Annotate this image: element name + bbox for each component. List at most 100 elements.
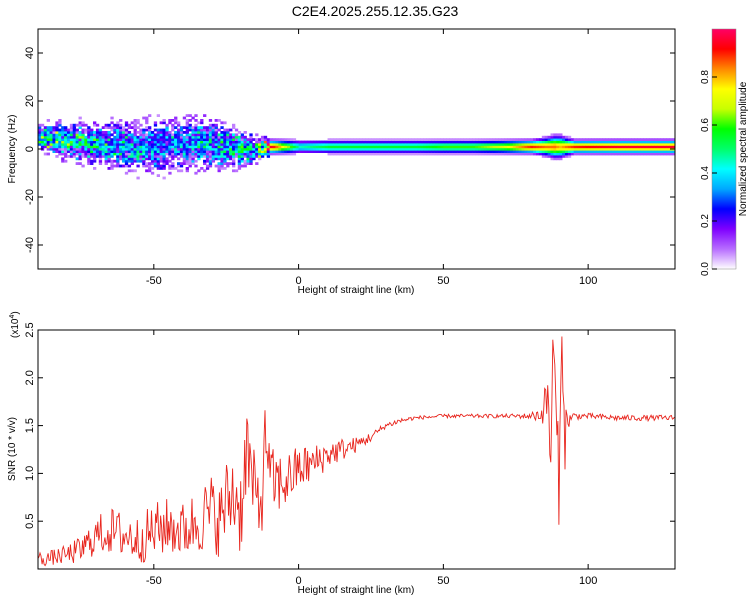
- spectrogram-cell: [585, 145, 589, 149]
- spectrogram-cell: [139, 145, 143, 149]
- spectrogram-cell: [90, 147, 94, 151]
- spectrogram-cell: [619, 152, 624, 156]
- spectrogram-cell: [124, 164, 129, 168]
- spectrogram-cell: [373, 152, 378, 156]
- spectrogram-cell: [249, 145, 253, 149]
- spectrogram-y-tick-label: 40: [24, 47, 36, 59]
- spectrogram-cell: [368, 147, 372, 151]
- spectrogram-cell: [611, 143, 615, 146]
- spectrogram-cell: [466, 152, 470, 156]
- spectrogram-cell: [78, 152, 82, 156]
- spectrogram-cell: [550, 133, 554, 137]
- spectrogram-cell: [564, 152, 569, 156]
- spectrogram-cell: [585, 152, 589, 156]
- spectrogram-cell: [174, 145, 178, 149]
- spectrogram-cell: [205, 131, 210, 134]
- spectrogram-cell: [483, 145, 488, 149]
- spectrogram-cell: [229, 145, 233, 149]
- spectrogram-cell: [72, 123, 77, 127]
- spectrogram-cell: [518, 150, 522, 153]
- spectrogram-cell: [564, 143, 569, 146]
- spectrogram-cell: [124, 121, 129, 125]
- spectrogram-cell: [399, 138, 404, 141]
- spectrogram-cell: [472, 150, 476, 153]
- spectrogram-cell: [78, 116, 82, 120]
- spectrogram-cell: [452, 143, 456, 146]
- spectrogram-cell: [394, 140, 398, 144]
- spectrogram-cell: [162, 162, 166, 165]
- spectrogram-cell: [515, 150, 520, 153]
- spectrogram-x-tick-label: 0: [296, 275, 302, 287]
- spectrogram-cell: [208, 131, 213, 134]
- spectrogram-cell: [182, 162, 187, 165]
- spectrogram-cell: [454, 140, 459, 144]
- spectrogram-cell: [58, 119, 62, 122]
- spectrogram-cell: [518, 152, 522, 156]
- spectrogram-cell: [145, 138, 149, 141]
- spectrogram-cell: [75, 128, 79, 132]
- spectrogram-cell: [179, 128, 184, 132]
- spectrogram-cell: [153, 138, 158, 141]
- spectrogram-cell: [162, 119, 166, 122]
- spectrogram-cell: [66, 143, 71, 146]
- spectrogram-cell: [179, 143, 184, 146]
- spectrogram-cell: [116, 159, 120, 163]
- spectrogram-cell: [87, 157, 91, 161]
- spectrogram-cell: [654, 150, 659, 153]
- spectrogram-cell: [121, 138, 126, 141]
- spectrogram-cell: [512, 150, 517, 153]
- spectrogram-cell: [646, 145, 650, 149]
- spectrogram-cell: [72, 135, 77, 139]
- spectrogram-cell: [159, 135, 163, 139]
- spectrogram-cell: [252, 143, 256, 146]
- spectrogram-cell: [165, 147, 169, 151]
- spectrogram-cell: [524, 138, 528, 141]
- spectrogram-cell: [191, 126, 195, 129]
- spectrogram-cell: [342, 150, 346, 153]
- spectrogram-cell: [559, 135, 563, 139]
- spectrogram-cell: [64, 152, 68, 156]
- spectrogram-cell: [46, 152, 50, 156]
- spectrogram-cell: [576, 145, 580, 149]
- spectrogram-cell: [223, 135, 227, 139]
- spectrogram-cell: [81, 155, 85, 158]
- spectrogram-cell: [104, 159, 108, 163]
- spectrogram-cell: [200, 155, 204, 158]
- spectrogram-cell: [596, 150, 601, 153]
- spectrogram-cell: [98, 150, 103, 153]
- spectrogram-cell: [269, 145, 273, 149]
- spectrogram-cell: [110, 128, 114, 132]
- spectrogram-cell: [84, 123, 88, 127]
- spectrogram-cell: [321, 150, 326, 153]
- spectrogram-cell: [249, 162, 253, 165]
- spectrogram-cell: [252, 138, 256, 141]
- spectrogram-cell: [440, 143, 444, 146]
- spectrogram-cell: [278, 138, 282, 141]
- spectrogram-cell: [61, 145, 65, 149]
- spectrogram-cell: [185, 145, 189, 149]
- spectrogram-cell: [194, 155, 198, 158]
- spectrogram-cell: [226, 164, 230, 168]
- spectrogram-cell: [159, 138, 163, 141]
- spectrogram-cell: [127, 123, 132, 127]
- spectrogram-cell: [142, 138, 146, 141]
- spectrogram-cell: [211, 140, 216, 144]
- spectrogram-cell: [232, 152, 236, 156]
- spectrogram-cell: [559, 157, 563, 161]
- spectrogram-cell: [217, 152, 221, 156]
- spectrogram-cell: [162, 164, 166, 168]
- spectrogram-cell: [101, 152, 105, 156]
- snr-y-tick-label: 1.5: [24, 418, 36, 433]
- spectrogram-cell: [350, 152, 355, 156]
- spectrogram-cell: [38, 140, 42, 144]
- spectrogram-cell: [619, 145, 624, 149]
- spectrogram-cell: [217, 140, 221, 144]
- spectrogram-cell: [382, 147, 386, 151]
- colorbar-tick-label: 0.0: [700, 262, 711, 276]
- spectrogram-cell: [272, 138, 276, 141]
- spectrogram-cell: [258, 155, 262, 158]
- spectrogram-cell: [266, 152, 271, 156]
- spectrogram-cell: [431, 152, 436, 156]
- spectrogram-cell: [275, 150, 279, 153]
- spectrogram-cell: [165, 143, 169, 146]
